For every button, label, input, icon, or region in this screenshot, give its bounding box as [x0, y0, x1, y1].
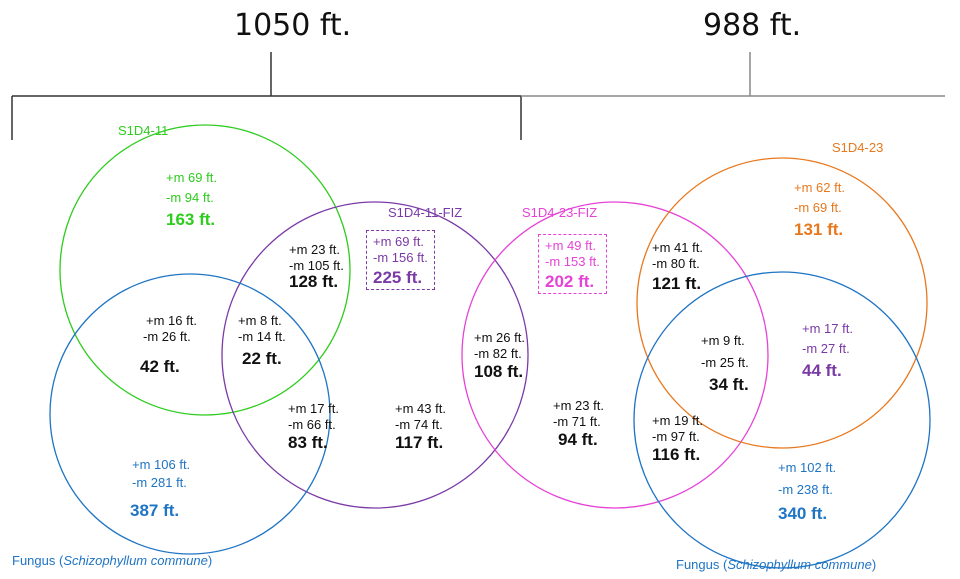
- region-s1d4-23-and-fungus: +m 17 ft. -m 27 ft. 44 ft.: [802, 321, 853, 380]
- region-s1d4-23-fiz-only: +m 49 ft. -m 153 ft. 202 ft.: [538, 234, 607, 294]
- region-s1d4-11-fiz-fungus: +m 8 ft. -m 14 ft. 22 ft.: [238, 313, 286, 368]
- s1d4-11-circle: [59, 124, 351, 416]
- fungus-left-circle: [49, 273, 331, 555]
- region-s1d4-23-only: +m 62 ft. -m 69 ft. 131 ft.: [794, 180, 845, 239]
- region-fiz-11-outer: +m 43 ft. -m 74 ft. 117 ft.: [395, 401, 446, 452]
- left-total: 1050 ft.: [234, 8, 352, 43]
- s1d4-11-fiz-circle: [221, 201, 529, 509]
- region-fungus-right-only: +m 102 ft. -m 238 ft. 340 ft.: [778, 460, 837, 523]
- region-s1d4-11-and-fungus: +m 16 ft. -m 26 ft. 42 ft.: [140, 313, 197, 376]
- region-s1d4-11-fiz-only: +m 69 ft. -m 156 ft. 225 ft.: [366, 230, 435, 290]
- s1d4-23-circle: [636, 157, 928, 449]
- left-bracket: [11, 52, 522, 140]
- s1d4-23-fiz-circle: [461, 201, 769, 509]
- region-fiz-11-and-fungus: +m 17 ft. -m 66 ft. 83 ft.: [288, 401, 339, 452]
- s1d4-23-title: S1D4-23: [832, 140, 884, 155]
- region-fungus-left-only: +m 106 ft. -m 281 ft. 387 ft.: [130, 457, 191, 520]
- fungus-right-circle: [633, 271, 931, 569]
- region-s1d4-11-only: +m 69 ft. -m 94 ft. 163 ft.: [166, 170, 217, 229]
- region-fiz-23-outer: +m 23 ft. -m 71 ft. 94 ft.: [553, 398, 604, 449]
- region-s1d4-11-and-fiz: +m 23 ft. -m 105 ft. 128 ft.: [289, 242, 344, 291]
- region-fiz-11-and-fiz-23: +m 26 ft. -m 82 ft. 108 ft.: [474, 330, 525, 381]
- fungus-left-title: Fungus (Schizophyllum commune): [12, 553, 213, 568]
- right-total: 988 ft.: [703, 8, 802, 43]
- s1d4-11-fiz-title: S1D4-11-FIZ: [388, 205, 463, 220]
- fungus-right-title: Fungus (Schizophyllum commune): [676, 557, 877, 572]
- s1d4-23-fiz-title: S1D4-23-FIZ: [522, 205, 598, 220]
- region-fiz-23-s1d4-23-fungus: +m 9 ft. -m 25 ft. 34 ft.: [701, 333, 749, 394]
- right-bracket: [521, 52, 945, 97]
- region-fiz-23-and-s1d4-23: +m 41 ft. -m 80 ft. 121 ft.: [652, 240, 703, 293]
- s1d4-11-title: S1D4-11: [118, 123, 169, 138]
- region-fiz-23-and-fungus: +m 19 ft. -m 97 ft. 116 ft.: [652, 413, 703, 464]
